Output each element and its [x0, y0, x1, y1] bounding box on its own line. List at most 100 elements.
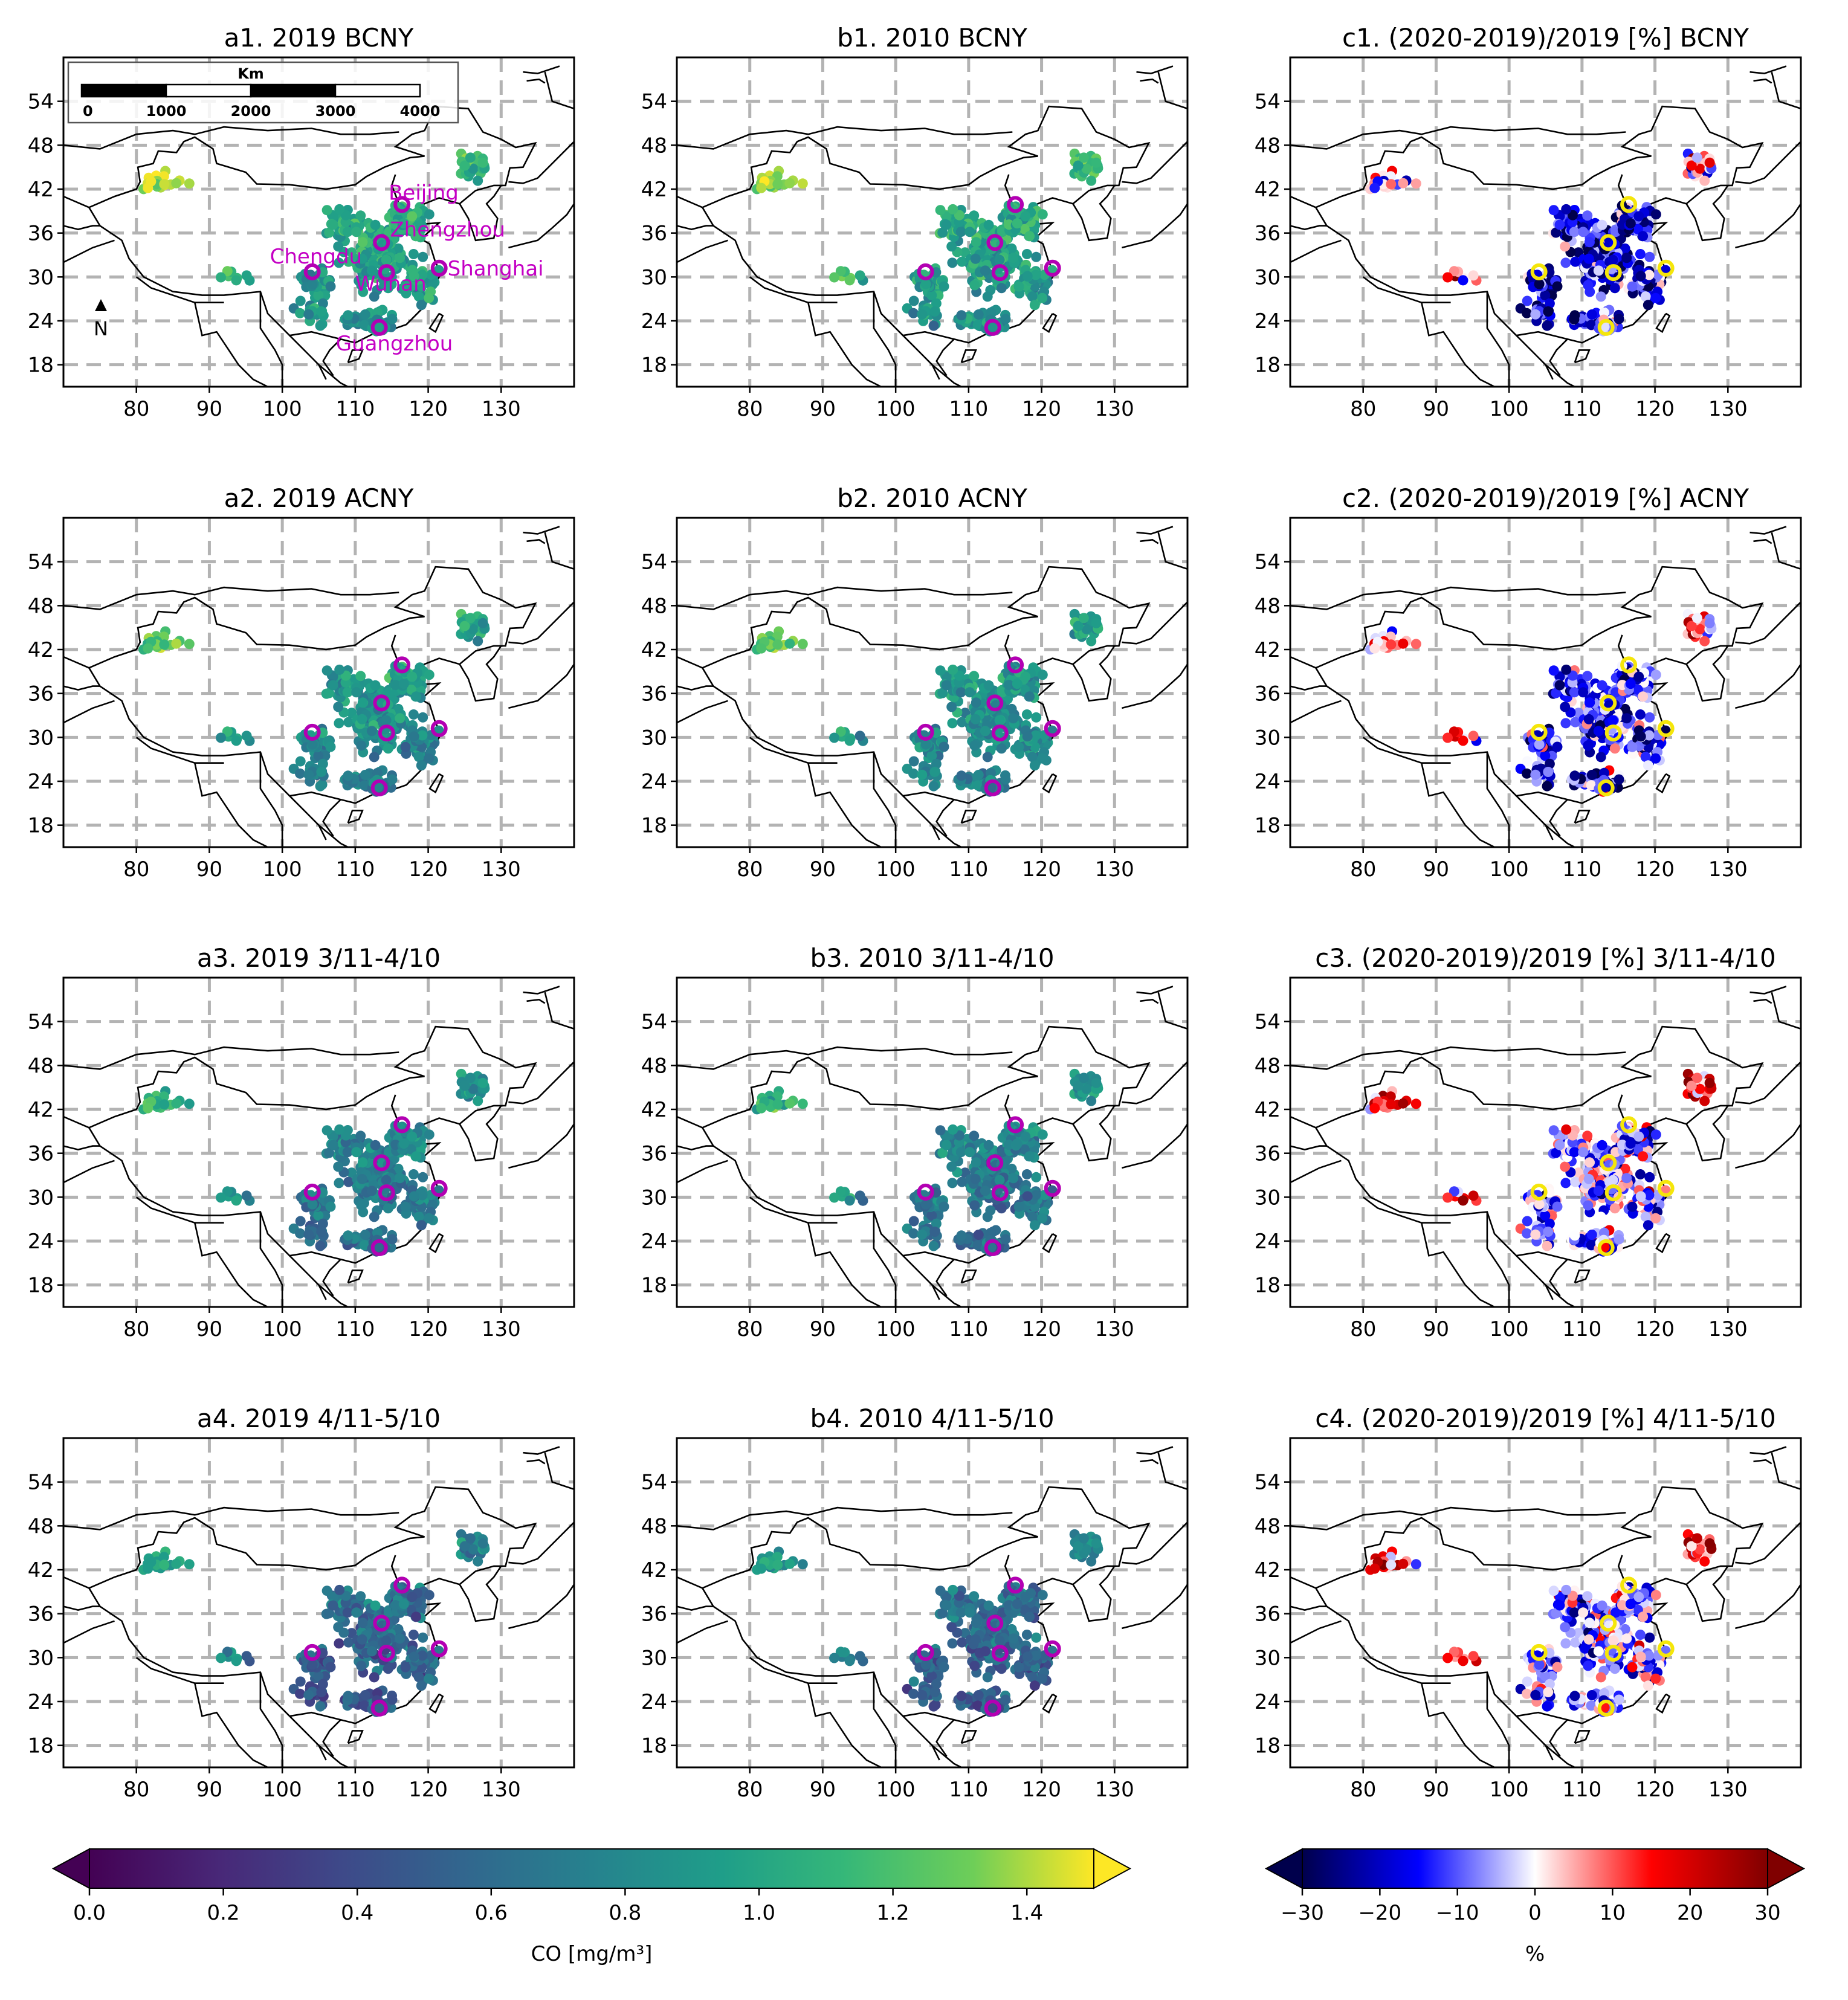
lat-tick-label: 42 [1255, 1098, 1281, 1122]
station-dot [1081, 624, 1092, 634]
station-dot [844, 735, 855, 746]
map-area [677, 518, 1187, 847]
station-dot [1620, 1163, 1630, 1174]
station-dot [357, 253, 367, 264]
lon-tick-label: 130 [1095, 397, 1134, 421]
map-content [63, 518, 574, 847]
lat-tick-label: 24 [1255, 1230, 1281, 1254]
station-dot [1584, 237, 1595, 248]
station-dot [1024, 691, 1035, 702]
station-dot [411, 231, 422, 242]
station-dot [418, 1172, 428, 1182]
station-dot [1640, 1211, 1651, 1222]
scale-bar: Km0 1000 2000 3000 4000 [67, 61, 459, 124]
border-line [63, 1620, 115, 1644]
station-dot [1635, 1191, 1646, 1202]
lat-tick-label: 36 [641, 682, 667, 706]
station-dot [939, 1201, 949, 1212]
station-dot [295, 1216, 306, 1227]
station-dot [969, 280, 980, 291]
station-dot [324, 1147, 335, 1158]
station-dot [321, 665, 332, 676]
station-dot [411, 1151, 422, 1162]
station-dot [459, 1080, 470, 1091]
lon-tick-label: 90 [1423, 397, 1449, 421]
border-line [289, 335, 327, 380]
map-content [63, 1438, 574, 1767]
station-dot [1586, 780, 1597, 791]
border-line [135, 276, 224, 303]
lon-tick-label: 100 [263, 397, 302, 421]
border-line [1486, 752, 1510, 847]
city-marker-chengdu [917, 1183, 934, 1201]
lat-tick-label: 48 [28, 594, 54, 618]
lat-tick-label: 18 [28, 353, 54, 378]
china-border [88, 1486, 537, 1724]
border-line [1122, 203, 1187, 249]
station-dot [1022, 271, 1033, 282]
station-dot [1012, 1138, 1023, 1149]
station-dot [970, 1173, 981, 1184]
station-dot [1593, 726, 1604, 737]
scale-bar-label: 4000 [400, 103, 441, 120]
station-dot [1091, 618, 1102, 628]
border-line [677, 1046, 1013, 1070]
station-dot [931, 1218, 942, 1229]
station-dot [424, 669, 435, 680]
station-dot [1091, 1077, 1102, 1088]
station-dot [1561, 1124, 1572, 1135]
border-line [289, 795, 327, 840]
lat-tick-label: 30 [641, 1185, 667, 1210]
station-dot [370, 680, 381, 691]
station-dot [829, 272, 839, 283]
station-dot [797, 639, 808, 650]
station-dot [937, 688, 948, 698]
city-marker-guangzhou [370, 779, 388, 796]
map-content [1290, 57, 1801, 387]
station-dot [325, 281, 336, 292]
station-dot [1560, 1178, 1571, 1189]
station-dot [171, 1098, 182, 1109]
station-dot [1597, 219, 1607, 230]
panel-c2: c2. (2020-2019)/2019 [%] ACNY54484236302… [1255, 483, 1802, 882]
station-dot [381, 254, 392, 265]
lon-tick-label: 130 [482, 1317, 521, 1341]
station-dot [1650, 753, 1661, 764]
city-label-beijing: Beijing [389, 181, 459, 205]
border-line [523, 985, 560, 995]
border-line [1290, 685, 1327, 691]
border-line [1140, 538, 1159, 544]
border-line [63, 225, 100, 230]
border-line [63, 1576, 89, 1589]
border-line [1735, 601, 1801, 645]
lon-tick-label: 130 [1708, 397, 1748, 421]
station-dot [357, 697, 368, 708]
station-dot [957, 256, 968, 267]
station-dot [343, 717, 354, 727]
station-dot [1625, 679, 1636, 689]
china-border [88, 105, 537, 344]
station-dot [1584, 1157, 1595, 1168]
border-line [508, 1061, 574, 1105]
station-dot [929, 767, 940, 777]
station-dot [1037, 1129, 1048, 1140]
station-dot [994, 715, 1005, 726]
border-line [1574, 1269, 1591, 1284]
city-marker-shanghai [1657, 259, 1675, 277]
station-dot [983, 680, 994, 691]
station-dot [756, 182, 767, 193]
panel-title: a1. 2019 BCNY [224, 23, 414, 53]
map-content [677, 57, 1187, 387]
border-line [459, 1105, 502, 1162]
station-dot [383, 1663, 393, 1674]
map-frame [676, 976, 1189, 1308]
station-dot [1620, 243, 1630, 254]
station-dot [970, 253, 981, 264]
station-dot [328, 1140, 338, 1150]
station-dot [1586, 770, 1597, 780]
lon-tick-label: 130 [1095, 857, 1134, 882]
station-dot [366, 1185, 377, 1196]
station-dot [1013, 741, 1024, 752]
lat-tick-label: 24 [28, 770, 54, 794]
station-dot [1583, 280, 1594, 291]
